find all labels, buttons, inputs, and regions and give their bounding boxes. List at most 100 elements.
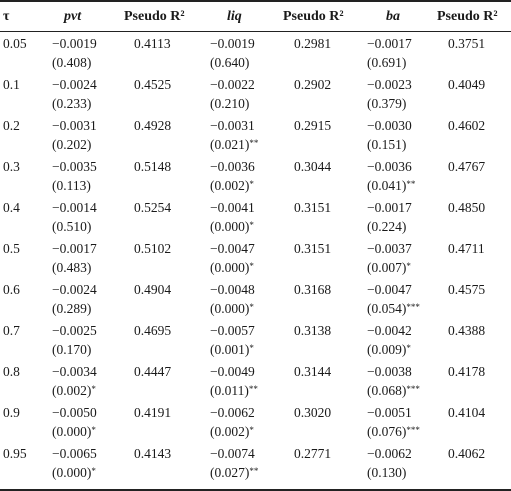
table-row: 0.95 −0.0065 (0.000)* 0.4143 −0.0074 (0.027)*… — [0, 444, 511, 485]
pvt-p-value: (0.002)* — [52, 383, 96, 398]
pvt-p-value: (0.000)* — [52, 424, 96, 439]
ba-p-value: (0.379) — [367, 96, 407, 111]
tau-value: 0.3 — [3, 159, 20, 174]
pvt-coefficient: −0.0065 — [52, 446, 97, 461]
pseudo-r2-pvt-value: 0.4904 — [134, 282, 172, 297]
header-pseudo-r2-liq: Pseudo R² — [283, 9, 344, 24]
tau-value: 0.2 — [3, 118, 20, 133]
pseudo-r2-pvt-value: 0.5254 — [134, 200, 172, 215]
pvt-p-value: (0.233) — [52, 96, 92, 111]
liq-p-value: (0.000)* — [210, 260, 254, 275]
header-ba: ba — [386, 9, 400, 24]
liq-coefficient: −0.0041 — [210, 200, 255, 215]
table-row: 0.6 −0.0024 (0.289) 0.4904 −0.0048 (0.000)* 0.… — [0, 280, 511, 321]
liq-coefficient: −0.0031 — [210, 118, 255, 133]
pseudo-r2-liq-value: 0.3144 — [294, 364, 332, 379]
pvt-coefficient: −0.0024 — [52, 77, 97, 92]
bottom-rule — [0, 489, 511, 491]
significance-marker: * — [91, 466, 96, 476]
ba-p-value: (0.007)* — [367, 260, 411, 275]
table-row: 0.4 −0.0014 (0.510) 0.5254 −0.0041 (0.000)* 0.… — [0, 198, 511, 239]
significance-marker: * — [406, 261, 411, 271]
ba-coefficient: −0.0047 — [367, 282, 412, 297]
pvt-p-value: (0.202) — [52, 137, 92, 152]
table-row: 0.1 −0.0024 (0.233) 0.4525 −0.0022 (0.210) 0.2… — [0, 75, 511, 116]
tau-value: 0.05 — [3, 36, 27, 51]
pseudo-r2-pvt-value: 0.4143 — [134, 446, 172, 461]
tau-value: 0.4 — [3, 200, 20, 215]
pvt-coefficient: −0.0017 — [52, 241, 97, 256]
pseudo-r2-pvt-value: 0.5148 — [134, 159, 172, 174]
pseudo-r2-pvt-value: 0.4113 — [134, 36, 171, 51]
pseudo-r2-ba-value: 0.4602 — [448, 118, 486, 133]
significance-marker: * — [249, 343, 254, 353]
ba-coefficient: −0.0037 — [367, 241, 412, 256]
table-row: 0.7 −0.0025 (0.170) 0.4695 −0.0057 (0.001)* 0.… — [0, 321, 511, 362]
tau-value: 0.9 — [3, 405, 20, 420]
pvt-p-value: (0.289) — [52, 301, 92, 316]
significance-marker: * — [249, 302, 254, 312]
pseudo-r2-liq-value: 0.3151 — [294, 200, 332, 215]
liq-p-value: (0.001)* — [210, 342, 254, 357]
header-pseudo-r2-ba: Pseudo R² — [437, 9, 498, 24]
pseudo-r2-ba-value: 0.4711 — [448, 241, 485, 256]
significance-marker: * — [91, 425, 96, 435]
liq-p-value: (0.021)** — [210, 137, 259, 152]
ba-coefficient: −0.0042 — [367, 323, 412, 338]
pseudo-r2-liq-value: 0.3151 — [294, 241, 332, 256]
pseudo-r2-ba-value: 0.4049 — [448, 77, 486, 92]
pseudo-r2-ba-value: 0.4104 — [448, 405, 486, 420]
table-row: 0.9 −0.0050 (0.000)* 0.4191 −0.0062 (0.002)* 0… — [0, 403, 511, 444]
tau-value: 0.1 — [3, 77, 20, 92]
liq-p-value: (0.640) — [210, 55, 250, 70]
tau-value: 0.6 — [3, 282, 20, 297]
ba-coefficient: −0.0062 — [367, 446, 412, 461]
pseudo-r2-ba-value: 0.4388 — [448, 323, 486, 338]
ba-p-value: (0.068)*** — [367, 383, 420, 398]
pseudo-r2-liq-value: 0.3138 — [294, 323, 332, 338]
liq-coefficient: −0.0019 — [210, 36, 255, 51]
table-row: 0.5 −0.0017 (0.483) 0.5102 −0.0047 (0.000)* 0.… — [0, 239, 511, 280]
pvt-p-value: (0.000)* — [52, 465, 96, 480]
pvt-p-value: (0.113) — [52, 178, 91, 193]
liq-p-value: (0.210) — [210, 96, 250, 111]
significance-marker: ** — [248, 384, 258, 394]
significance-marker: ** — [249, 138, 259, 148]
pseudo-r2-pvt-value: 0.4191 — [134, 405, 172, 420]
ba-coefficient: −0.0036 — [367, 159, 412, 174]
top-rule — [0, 0, 511, 2]
liq-coefficient: −0.0047 — [210, 241, 255, 256]
liq-coefficient: −0.0049 — [210, 364, 255, 379]
tau-value: 0.7 — [3, 323, 20, 338]
pvt-coefficient: −0.0024 — [52, 282, 97, 297]
liq-p-value: (0.011)** — [210, 383, 258, 398]
ba-p-value: (0.224) — [367, 219, 407, 234]
pseudo-r2-liq-value: 0.3044 — [294, 159, 332, 174]
pvt-coefficient: −0.0034 — [52, 364, 97, 379]
pseudo-r2-pvt-value: 0.4525 — [134, 77, 172, 92]
pseudo-r2-ba-value: 0.4850 — [448, 200, 486, 215]
ba-p-value: (0.054)*** — [367, 301, 420, 316]
pvt-p-value: (0.510) — [52, 219, 92, 234]
pseudo-r2-pvt-value: 0.4928 — [134, 118, 172, 133]
ba-p-value: (0.076)*** — [367, 424, 420, 439]
ba-p-value: (0.009)* — [367, 342, 411, 357]
significance-marker: * — [249, 179, 254, 189]
ba-coefficient: −0.0023 — [367, 77, 412, 92]
ba-p-value: (0.691) — [367, 55, 407, 70]
pseudo-r2-pvt-value: 0.5102 — [134, 241, 172, 256]
pseudo-r2-liq-value: 0.3168 — [294, 282, 332, 297]
pseudo-r2-ba-value: 0.4767 — [448, 159, 486, 174]
significance-marker: ** — [249, 466, 259, 476]
header-liq: liq — [227, 9, 242, 24]
significance-marker: ** — [406, 179, 416, 189]
ba-p-value: (0.130) — [367, 465, 407, 480]
ba-coefficient: −0.0030 — [367, 118, 412, 133]
liq-coefficient: −0.0062 — [210, 405, 255, 420]
ba-p-value: (0.041)** — [367, 178, 416, 193]
liq-p-value: (0.000)* — [210, 219, 254, 234]
liq-coefficient: −0.0036 — [210, 159, 255, 174]
ba-coefficient: −0.0017 — [367, 200, 412, 215]
liq-coefficient: −0.0057 — [210, 323, 255, 338]
pvt-coefficient: −0.0031 — [52, 118, 97, 133]
